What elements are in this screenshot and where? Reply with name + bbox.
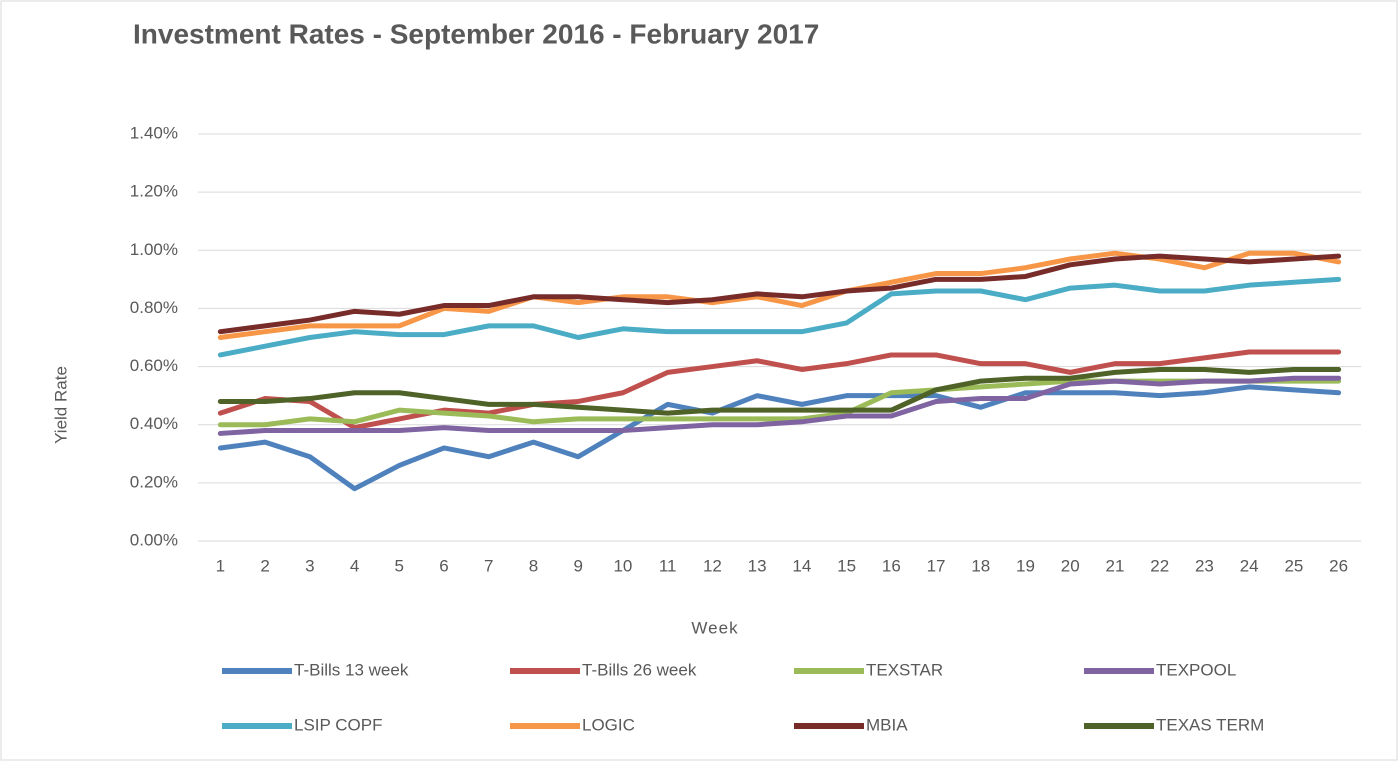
x-tick-label: 25 <box>1284 556 1303 575</box>
y-tick-label: 0.80% <box>130 298 178 317</box>
x-tick-label: 17 <box>927 556 946 575</box>
x-tick-label: 15 <box>837 556 856 575</box>
x-tick-label: 11 <box>659 556 677 575</box>
x-tick-label: 16 <box>882 556 901 575</box>
y-tick-label: 0.60% <box>130 356 178 375</box>
x-tick-label: 2 <box>260 556 269 575</box>
x-tick-label: 20 <box>1061 556 1080 575</box>
x-tick-label: 7 <box>484 556 493 575</box>
legend-label: T-Bills 26 week <box>582 660 697 679</box>
series-line <box>217 276 1342 358</box>
x-tick-label: 21 <box>1106 556 1125 575</box>
legend-label: TEXSTAR <box>866 660 943 679</box>
x-tick-label: 24 <box>1240 556 1259 575</box>
chart-title: Investment Rates - September 2016 - Febr… <box>133 18 819 49</box>
x-tick-label: 8 <box>529 556 538 575</box>
legend-label: MBIA <box>866 715 908 734</box>
x-tick-label: 13 <box>748 556 767 575</box>
series-line <box>217 253 1342 335</box>
x-tick-label: 4 <box>350 556 359 575</box>
y-tick-label: 0.00% <box>130 530 178 549</box>
y-tick-label: 0.40% <box>130 414 178 433</box>
x-axis-label: Week <box>691 618 738 637</box>
y-tick-label: 1.20% <box>130 182 178 201</box>
x-tick-label: 19 <box>1016 556 1035 575</box>
legend-label: T-Bills 13 week <box>294 660 409 679</box>
x-tick-label: 1 <box>216 556 225 575</box>
x-tick-label: 9 <box>573 556 582 575</box>
x-tick-label: 26 <box>1329 556 1348 575</box>
y-axis-label: Yield Rate <box>51 366 70 444</box>
x-tick-label: 3 <box>305 556 314 575</box>
series-line <box>217 384 1342 492</box>
series-line <box>217 375 1342 436</box>
x-tick-label: 23 <box>1195 556 1214 575</box>
x-tick-label: 14 <box>792 556 811 575</box>
series-line <box>217 349 1342 431</box>
x-tick-label: 22 <box>1150 556 1169 575</box>
x-tick-label: 18 <box>971 556 990 575</box>
legend-label: LOGIC <box>582 715 635 734</box>
y-tick-label: 1.40% <box>130 123 178 142</box>
x-tick-label: 10 <box>613 556 632 575</box>
legend-label: LSIP COPF <box>294 715 383 734</box>
legend-label: TEXPOOL <box>1156 660 1236 679</box>
y-tick-label: 1.00% <box>130 240 178 259</box>
series-line <box>217 366 1342 416</box>
x-tick-label: 5 <box>395 556 404 575</box>
y-tick-label: 0.20% <box>130 472 178 491</box>
x-tick-label: 12 <box>703 556 722 575</box>
x-tick-label: 6 <box>439 556 448 575</box>
legend-label: TEXAS TERM <box>1156 715 1264 734</box>
